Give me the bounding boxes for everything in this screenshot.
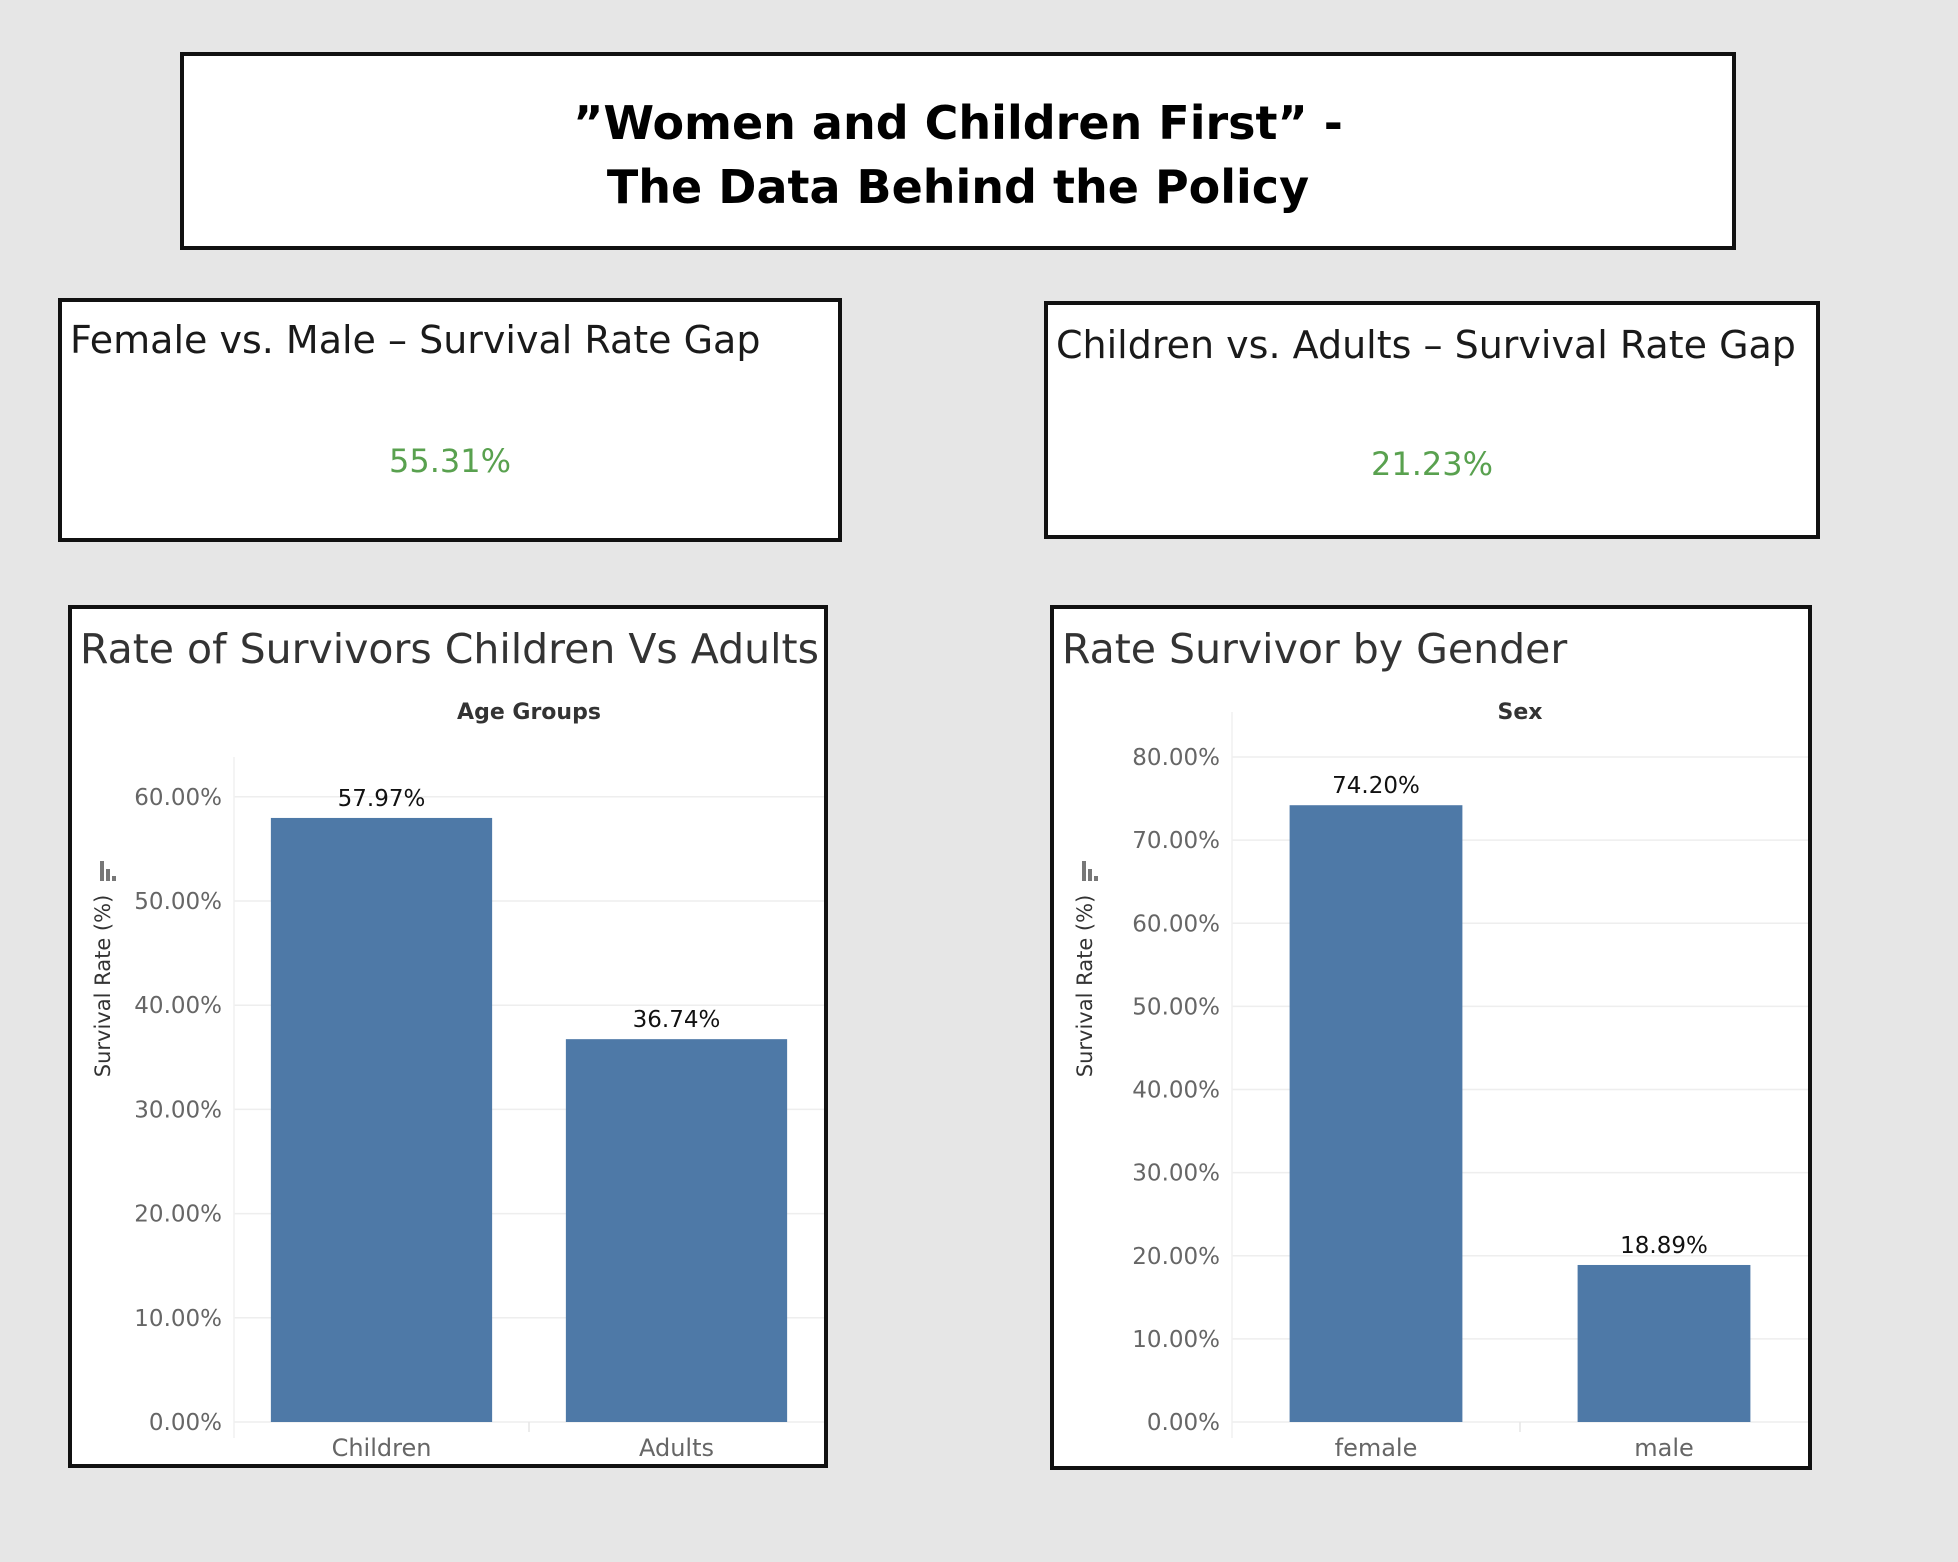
kpi-value: 21.23% — [1370, 445, 1493, 483]
y-tick-label: 30.00% — [134, 1097, 222, 1123]
x-tick-label: Children — [332, 1434, 432, 1462]
chart-survival-by-gender: Rate Survivor by Gender Sex Survival Rate… — [1050, 605, 1812, 1470]
sort-icon — [100, 861, 116, 881]
kpi-card-gender-gap: Female vs. Male – Survival Rate Gap 55.3… — [58, 298, 842, 542]
y-tick-label: 40.00% — [134, 993, 222, 1019]
bar — [565, 1039, 788, 1422]
y-tick-label: 0.00% — [1147, 1410, 1220, 1436]
bar-chart-svg: Sex Survival Rate (%) 0.00% 10.00% 20.00% 30.… — [1073, 700, 1808, 1462]
y-tick-label: 20.00% — [1132, 1244, 1220, 1270]
bar-value-label: 36.74% — [633, 1007, 721, 1033]
dashboard-title-line-1: ”Women and Children First” - — [573, 96, 1343, 150]
kpi-title: Children vs. Adults – Survival Rate Gap — [1056, 323, 1796, 367]
y-tick-label: 40.00% — [1132, 1078, 1220, 1104]
y-tick-label: 50.00% — [1132, 994, 1220, 1020]
x-tick-label: female — [1335, 1434, 1418, 1462]
x-axis-header: Age Groups — [457, 700, 601, 725]
y-tick-label: 50.00% — [134, 889, 222, 915]
y-tick-label: 70.00% — [1132, 828, 1220, 854]
bar-value-label: 57.97% — [338, 786, 426, 812]
y-tick-label: 0.00% — [149, 1410, 222, 1436]
kpi-value: 55.31% — [388, 442, 511, 480]
y-tick-label: 30.00% — [1132, 1161, 1220, 1187]
x-axis-header: Sex — [1498, 700, 1543, 725]
y-tick-label: 20.00% — [134, 1202, 222, 1228]
chart-title: Rate Survivor by Gender — [1062, 625, 1568, 673]
bar — [270, 817, 493, 1422]
x-tick-label: male — [1634, 1434, 1694, 1462]
dashboard-title-line-2: The Data Behind the Policy — [606, 160, 1310, 214]
y-tick-label: 10.00% — [134, 1306, 222, 1332]
y-tick-label: 80.00% — [1132, 745, 1220, 771]
bar — [1577, 1264, 1751, 1422]
y-axis-label: Survival Rate (%) — [1073, 895, 1097, 1078]
y-axis-label: Survival Rate (%) — [91, 895, 115, 1078]
y-tick-label: 60.00% — [1132, 911, 1220, 937]
chart-children-vs-adults: Rate of Survivors Children Vs Adults Age… — [68, 605, 828, 1468]
sort-icon — [1082, 861, 1098, 881]
y-tick-label: 60.00% — [134, 785, 222, 811]
kpi-card-age-gap: Children vs. Adults – Survival Rate Gap … — [1044, 301, 1820, 539]
chart-title: Rate of Survivors Children Vs Adults — [80, 625, 819, 673]
kpi-title: Female vs. Male – Survival Rate Gap — [70, 318, 761, 362]
x-tick-label: Adults — [639, 1434, 714, 1462]
bar-value-label: 18.89% — [1620, 1233, 1708, 1259]
bar — [1289, 805, 1463, 1422]
y-tick-label: 10.00% — [1132, 1327, 1220, 1353]
bar-value-label: 74.20% — [1332, 773, 1420, 799]
dashboard-title-box: ”Women and Children First” - The Data Be… — [180, 52, 1736, 250]
bar-chart-svg: Age Groups Survival Rate (%) 0.00% 10.00% 20… — [91, 700, 824, 1462]
